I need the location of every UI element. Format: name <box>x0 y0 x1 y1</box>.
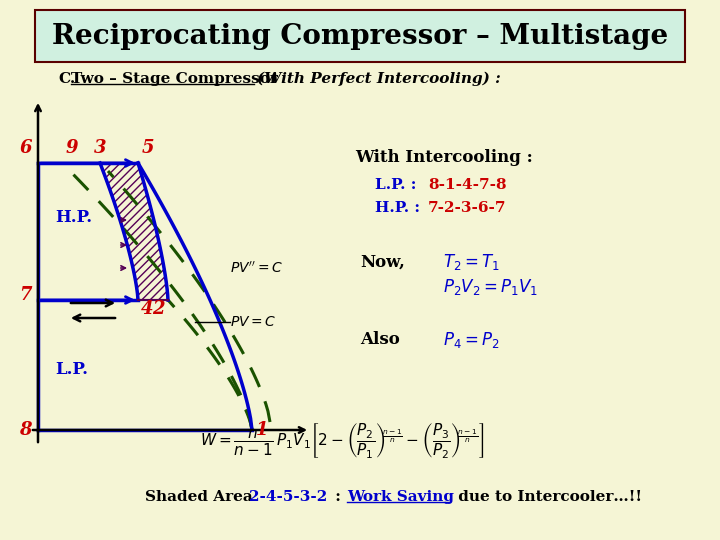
Text: 4: 4 <box>141 300 153 318</box>
Text: $P_2V_2 = P_1V_1$: $P_2V_2 = P_1V_1$ <box>443 277 539 297</box>
Text: Now,: Now, <box>360 253 405 271</box>
Text: Reciprocating Compressor – Multistage: Reciprocating Compressor – Multistage <box>52 24 668 51</box>
Text: With Intercooling :: With Intercooling : <box>355 150 533 166</box>
Text: 7-2-3-6-7: 7-2-3-6-7 <box>428 201 506 215</box>
Text: 5: 5 <box>142 139 155 157</box>
Text: $T_2 = T_1$: $T_2 = T_1$ <box>443 252 500 272</box>
Text: Two – Stage Compressor: Two – Stage Compressor <box>71 72 278 86</box>
Text: C.: C. <box>58 72 76 86</box>
Text: :: : <box>330 490 346 504</box>
Text: 8-1-4-7-8: 8-1-4-7-8 <box>428 178 507 192</box>
Text: H.P. :: H.P. : <box>375 201 426 215</box>
Text: H.P.: H.P. <box>55 210 92 226</box>
Text: 9: 9 <box>66 139 78 157</box>
Text: 6: 6 <box>19 139 32 157</box>
Text: 2: 2 <box>153 300 165 318</box>
Text: $PV = C$: $PV = C$ <box>230 315 276 329</box>
Text: $PV'' = C$: $PV'' = C$ <box>230 260 283 275</box>
Bar <box>35 10 685 62</box>
Text: L.P.: L.P. <box>55 361 88 379</box>
Text: Also: Also <box>360 332 400 348</box>
Text: 8: 8 <box>19 421 32 439</box>
Text: 3: 3 <box>94 139 107 157</box>
Text: (With Perfect Intercooling) :: (With Perfect Intercooling) : <box>257 72 500 86</box>
Text: Work Saving: Work Saving <box>347 490 454 504</box>
Text: $W = \dfrac{n}{n-1}\,P_1 V_1 \left[ 2 - \left(\dfrac{P_2}{P_1}\right)^{\!\!\frac: $W = \dfrac{n}{n-1}\,P_1 V_1 \left[ 2 - … <box>200 421 485 460</box>
Text: 7: 7 <box>19 286 32 304</box>
Text: L.P. :: L.P. : <box>375 178 422 192</box>
Text: 1: 1 <box>256 421 269 439</box>
Text: due to Intercooler…!!: due to Intercooler…!! <box>453 490 642 504</box>
Text: 2-4-5-3-2: 2-4-5-3-2 <box>249 490 328 504</box>
Text: $P_4 = P_2$: $P_4 = P_2$ <box>443 330 500 350</box>
Text: Shaded Area: Shaded Area <box>145 490 258 504</box>
